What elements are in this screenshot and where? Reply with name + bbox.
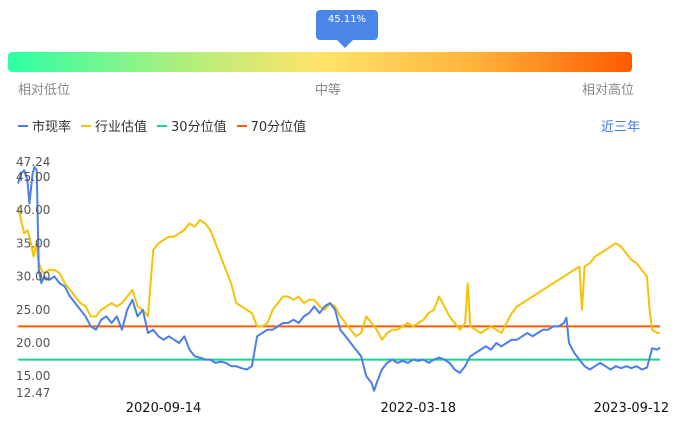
y-tick-label: 47.24 — [16, 155, 50, 169]
series-line-1 — [17, 206, 660, 341]
y-tick-label: 40.00 — [16, 203, 50, 217]
legend-item-p30[interactable]: 30分位值 — [157, 116, 227, 135]
legend-swatch-p70 — [236, 124, 247, 127]
x-tick-label: 2022-03-18 — [380, 401, 456, 416]
legend-swatch-p30 — [157, 124, 168, 127]
y-tick-label: 15.00 — [16, 369, 50, 383]
y-tick-label: 20.00 — [16, 336, 50, 350]
legend-label-p70: 70分位值 — [250, 120, 307, 135]
y-tick-label: 35.00 — [16, 236, 50, 250]
y-tick-label: 45.00 — [16, 170, 50, 184]
legend-label-p30: 30分位值 — [171, 120, 227, 135]
x-axis-ticks: 2020-09-14 2022-03-18 2023-09-12 — [126, 401, 669, 416]
scale-label-high: 相对高位 — [582, 83, 635, 98]
legend-label-pcf: 市现率 — [32, 120, 72, 135]
legend-label-industry: 行业估值 — [95, 120, 148, 135]
y-tick-label: 30.00 — [16, 270, 50, 284]
legend-swatch-industry — [81, 124, 92, 127]
series-line-0 — [17, 165, 661, 392]
legend-item-p70[interactable]: 70分位值 — [236, 116, 307, 135]
legend-item-pcf[interactable]: 市现率 — [18, 116, 71, 135]
chart-legend: 市现率 行业估值 30分位值 70分位值 — [18, 116, 306, 135]
percentile-tooltip: 45.11% — [316, 10, 378, 40]
chart-lines — [17, 165, 661, 392]
scale-label-mid: 中等 — [315, 83, 342, 98]
x-tick-label: 2020-09-14 — [126, 401, 202, 416]
y-tick-label: 25.00 — [16, 303, 50, 317]
percentile-gradient-bar — [8, 52, 632, 72]
legend-swatch-pcf — [18, 124, 28, 127]
legend-item-industry[interactable]: 行业估值 — [81, 116, 147, 135]
scale-label-low: 相对低位 — [18, 83, 71, 98]
x-tick-label: 2023-09-12 — [594, 401, 670, 416]
range-selector-3y[interactable]: 近三年 — [600, 120, 640, 135]
y-tick-label: 12.47 — [16, 386, 50, 400]
tooltip-arrow — [337, 40, 353, 48]
percentile-value: 45.11% — [327, 14, 367, 25]
